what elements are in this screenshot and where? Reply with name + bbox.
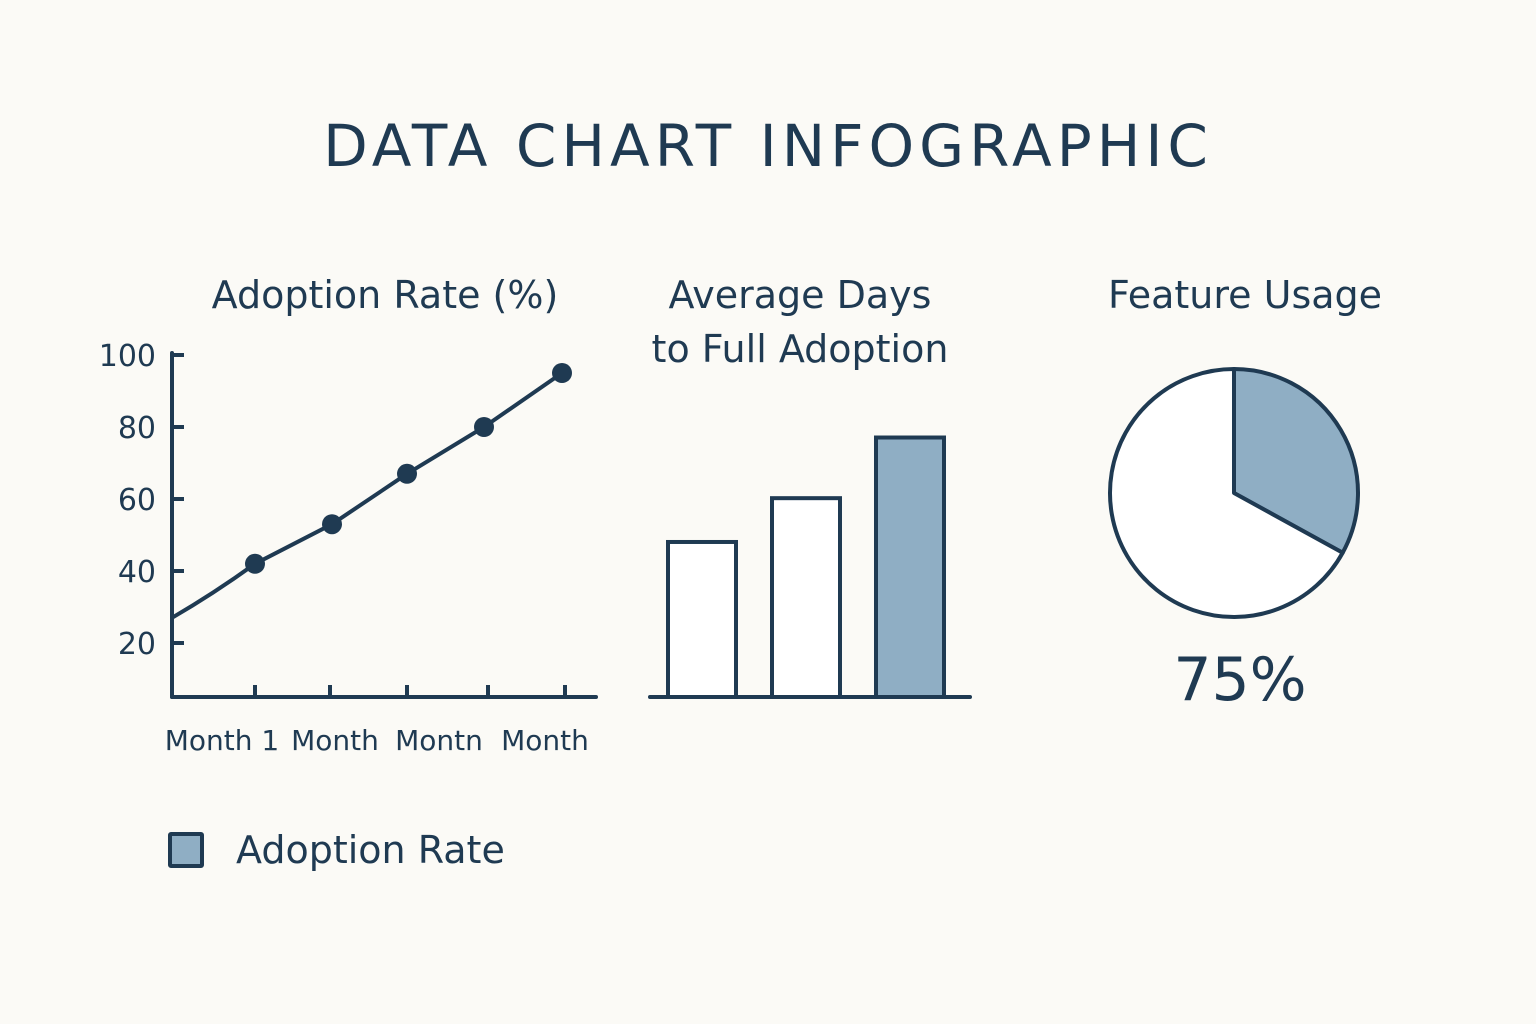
legend-label: Adoption Rate — [236, 828, 505, 872]
bar-chart-bar — [666, 539, 738, 699]
legend: Adoption Rate — [168, 828, 505, 872]
page-title: DATA CHART INFOGRAPHIC — [323, 112, 1213, 180]
line-chart-y-tick-label: 100 — [99, 339, 156, 374]
pie-chart-title: Feature Usage — [1107, 273, 1383, 317]
line-chart-x-tick-label: Montn — [395, 724, 483, 757]
pie-slice — [1108, 367, 1345, 619]
line-chart-title: Adoption Rate (%) — [211, 273, 559, 317]
line-chart-x-tick-label: Month 1 — [165, 724, 279, 757]
line-chart-y-tick-label: 20 — [118, 627, 156, 662]
line-chart-y-tick-label: 60 — [118, 483, 156, 518]
pie-slice — [1232, 367, 1360, 555]
line-chart-point — [397, 463, 417, 484]
line-chart-point — [474, 417, 494, 437]
bar-chart-bar — [874, 435, 946, 699]
line-chart-point — [552, 363, 572, 383]
line-chart-y-tick-label: 40 — [118, 555, 156, 590]
pie-value-label: 75% — [1173, 645, 1307, 715]
line-chart-point — [245, 553, 265, 574]
line-chart-x-tick-label: Month — [291, 724, 379, 757]
line-chart-x-tick-label: Month — [501, 724, 589, 757]
line-chart-series-line — [170, 371, 564, 620]
bar-chart-title-line-2: to Full Adoption — [651, 327, 949, 371]
bar-chart-title: Average Days to Full Adoption — [610, 268, 990, 376]
line-chart-y-tick-label: 80 — [118, 411, 156, 446]
bar-chart-bar — [770, 496, 842, 700]
line-chart-point — [322, 514, 342, 535]
bar-chart-title-line-1: Average Days — [668, 273, 932, 317]
legend-swatch — [168, 832, 204, 868]
